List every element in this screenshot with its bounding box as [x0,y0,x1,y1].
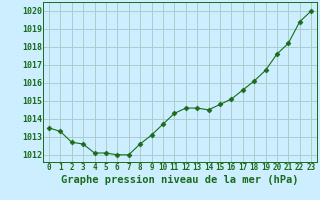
X-axis label: Graphe pression niveau de la mer (hPa): Graphe pression niveau de la mer (hPa) [61,175,299,185]
